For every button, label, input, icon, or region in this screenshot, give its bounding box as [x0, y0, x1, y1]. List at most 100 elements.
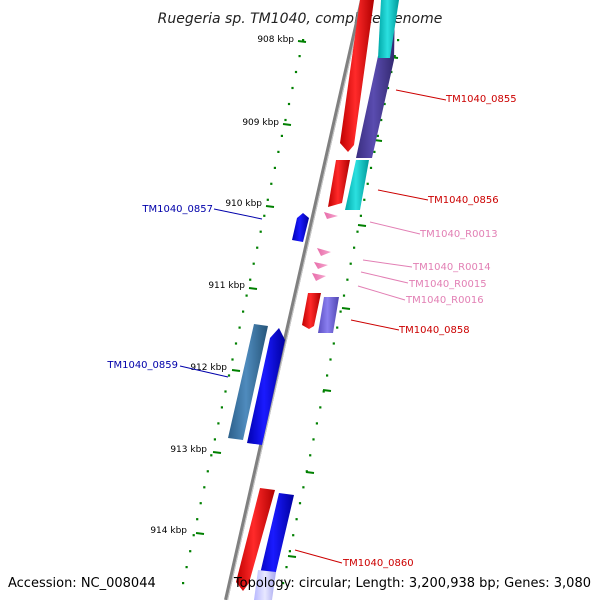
- scale-dot-right: [339, 310, 342, 313]
- scale-dot-left: [199, 502, 202, 505]
- gene-0855-cyan[interactable]: [378, 0, 399, 58]
- scale-dot-right: [288, 550, 291, 553]
- tick-right-g: [287, 555, 297, 558]
- scale-dot-right: [349, 262, 352, 265]
- gene-R0013[interactable]: [324, 212, 338, 219]
- scale-dot-right: [292, 534, 295, 537]
- scale-dot-left: [220, 406, 223, 409]
- scale-dot-left: [263, 214, 266, 217]
- gene-label-0859[interactable]: TM1040_0859: [106, 360, 178, 371]
- tick-label-913: 913 kbp: [170, 445, 207, 455]
- genome-backbone-highlight: [227, 0, 364, 600]
- scale-dot-left: [298, 55, 301, 58]
- scale-dot-left: [242, 310, 245, 313]
- gene-0856-red[interactable]: [328, 160, 350, 207]
- scale-dot-left: [196, 518, 199, 521]
- scale-dot-right: [322, 390, 325, 393]
- leader-0859: [179, 365, 229, 378]
- gene-label-0857[interactable]: TM1040_0857: [141, 204, 213, 215]
- gene-label-0856[interactable]: TM1040_0856: [427, 195, 499, 206]
- scale-dot-left: [210, 454, 213, 457]
- genome-backbone: [224, 0, 364, 600]
- tick-label-912: 912 kbp: [190, 363, 227, 373]
- tick-right-e: [322, 389, 332, 392]
- gene-label-R0013[interactable]: TM1040_R0013: [419, 229, 498, 240]
- leader-0857: [213, 208, 263, 220]
- tick-909: [282, 123, 292, 126]
- gene-label-R0015[interactable]: TM1040_R0015: [408, 279, 487, 290]
- gene-0856-cyan[interactable]: [345, 160, 369, 210]
- scale-dot-right: [369, 166, 373, 169]
- gene-0855-red[interactable]: [340, 0, 374, 152]
- leader-0855: [395, 89, 447, 101]
- scale-dot-right: [326, 374, 329, 377]
- gene-0859-blue[interactable]: [247, 328, 285, 445]
- tick-labels: 908 kbp 909 kbp 910 kbp 911 kbp 912 kbp …: [150, 35, 294, 536]
- gene-label-0860[interactable]: TM1040_0860: [342, 558, 414, 569]
- gene-0859-steel[interactable]: [228, 324, 268, 440]
- gene-R0015[interactable]: [314, 262, 328, 269]
- gene-R0016[interactable]: [312, 273, 326, 281]
- scale-dot-right: [302, 486, 305, 489]
- tick-label-911: 911 kbp: [208, 281, 245, 291]
- leader-R0013: [369, 221, 421, 235]
- scale-dot-left: [256, 246, 259, 249]
- scale-dot-right: [319, 406, 322, 409]
- scale-dot-left: [273, 166, 276, 169]
- gene-label-0858[interactable]: TM1040_0858: [398, 325, 470, 336]
- scale-dot-right: [353, 246, 356, 249]
- scale-dot-right: [298, 502, 302, 505]
- gene-label-0855[interactable]: TM1040_0855: [445, 94, 517, 105]
- scale-dot-left: [213, 438, 216, 441]
- tick-right-f: [305, 471, 315, 474]
- tick-914: [195, 532, 205, 535]
- scale-dot-left: [245, 294, 248, 297]
- scale-dot-left: [270, 182, 273, 185]
- scale-dot-right: [393, 55, 396, 58]
- scale-dot-left: [294, 70, 298, 74]
- tick-right-d: [341, 307, 351, 310]
- gene-0858-violet[interactable]: [318, 297, 339, 333]
- scale-dot-left: [217, 422, 220, 425]
- gene-R0014[interactable]: [317, 248, 331, 256]
- label-leaders: [179, 89, 447, 564]
- tick-908: [297, 40, 307, 43]
- gene-label-R0016[interactable]: TM1040_R0016: [405, 295, 484, 306]
- scale-dot-right: [363, 198, 366, 201]
- accession-text: Accession: NC_008044: [8, 576, 156, 591]
- scale-dot-right: [373, 150, 376, 153]
- scale-dot-right: [332, 342, 335, 345]
- scale-dot-left: [185, 566, 188, 569]
- scale-dot-left: [291, 86, 294, 90]
- gene-0855-purple[interactable]: [356, 0, 395, 158]
- scale-dot-right: [295, 518, 298, 521]
- scale-dot-left: [280, 134, 283, 137]
- scale-dot-right: [346, 278, 349, 281]
- gene-0860-pale[interactable]: [254, 570, 276, 600]
- tick-label-908: 908 kbp: [257, 35, 294, 45]
- gene-0860-blue[interactable]: [256, 493, 294, 593]
- scale-dot-right: [285, 566, 288, 569]
- scale-dot-left: [259, 230, 262, 233]
- gene-label-R0014[interactable]: TM1040_R0014: [412, 262, 491, 273]
- scale-dot-right: [366, 182, 369, 185]
- scale-dot-right: [383, 102, 386, 106]
- tick-913: [212, 451, 222, 454]
- gene-labels: TM1040_0855 TM1040_0856 TM1040_R0013 TM1…: [106, 94, 516, 569]
- leader-0860: [294, 549, 343, 564]
- scale-dot-left: [192, 534, 195, 537]
- scale-dot-left: [203, 486, 206, 489]
- gene-features: [228, 0, 399, 600]
- gene-0858-red[interactable]: [302, 293, 321, 329]
- scale-dot-left: [224, 390, 227, 393]
- scale-dot-left: [189, 550, 192, 553]
- gene-0857-blue[interactable]: [292, 213, 309, 242]
- gene-0860-red[interactable]: [236, 488, 275, 591]
- tick-912: [231, 369, 241, 372]
- scale-dot-left: [238, 326, 241, 329]
- scale-dot-left: [249, 278, 252, 281]
- scale-dot-left: [277, 150, 280, 153]
- leader-R0016: [357, 285, 406, 301]
- scale-dot-right: [356, 230, 359, 233]
